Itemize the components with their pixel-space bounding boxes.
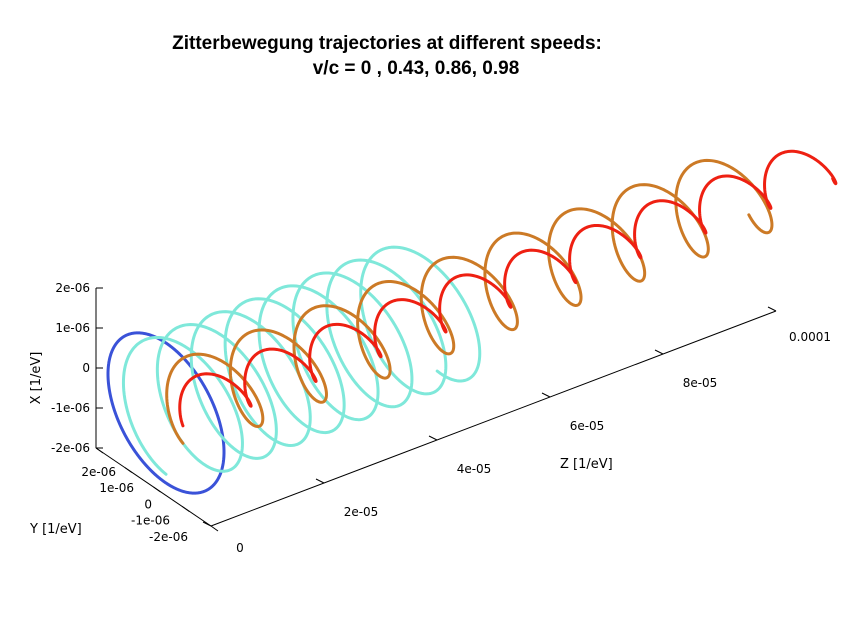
x-tick-label: 1e-06 [55,321,90,335]
z-tick-mark [541,392,551,398]
z-tick-mark [767,306,777,312]
z-axis-label: Z [1/eV] [560,457,613,472]
chart-title: Zitterbewegung trajectories at different… [172,33,602,79]
z-tick-label: 6e-05 [570,419,605,433]
y-axis-label: Y [1/eV] [29,522,82,537]
y-tick-mark [182,506,190,512]
trajectory-v098 [178,149,838,428]
x-axis-ticks: 2e-06 1e-06 0 -1e-06 -2e-06 [51,281,103,455]
y-tick-label: -1e-06 [131,514,170,528]
z-tick-mark [315,478,325,484]
z-tick-label: 0 [236,541,244,555]
z-tick-mark [654,349,664,355]
trajectory-v043 [121,245,482,476]
trajectory-series [106,149,838,495]
y-tick-label: 1e-06 [99,481,134,495]
z-tick-label: 2e-05 [344,505,379,519]
x-tick-label: 0 [82,361,90,375]
chart-title-line-2: v/c = 0 , 0.43, 0.86, 0.98 [313,58,520,79]
trajectory-v086 [165,158,774,445]
z-tick-label: 8e-05 [683,376,718,390]
y-tick-label: 0 [144,497,152,511]
y-tick-mark [210,525,219,532]
chart-title-line-1: Zitterbewegung trajectories at different… [172,33,602,54]
z-tick-mark [202,521,212,527]
z-tick-label: 4e-05 [457,462,492,476]
y-tick-label: 2e-06 [81,465,116,479]
trajectory-v0 [106,331,226,495]
x-tick-label: -1e-06 [51,401,90,415]
x-tick-label: -2e-06 [51,441,90,455]
y-tick-label: -2e-06 [149,530,188,544]
x-axis-label: X [1/eV] [29,352,44,405]
z-axis-line [210,310,777,527]
x-tick-label: 2e-06 [55,281,90,295]
y-tick-mark [124,467,133,473]
y-tick-mark [153,486,161,493]
z-axis-ticks: 0 2e-05 4e-05 6e-05 8e-05 0.0001 [202,306,831,555]
y-axis-ticks: 2e-06 1e-06 0 -1e-06 -2e-06 [81,447,219,544]
y-tick-mark [95,447,104,454]
z-tick-label: 0.0001 [789,330,831,344]
z-tick-mark [428,435,438,441]
